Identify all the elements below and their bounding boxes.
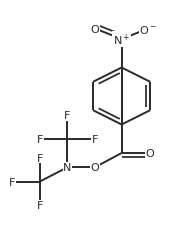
Text: O: O [91,24,99,34]
Text: F: F [9,177,16,187]
Text: O: O [91,162,99,172]
Text: F: F [92,134,98,144]
Text: O$^-$: O$^-$ [139,24,157,36]
Text: O: O [146,148,154,158]
Text: N$^+$: N$^+$ [113,32,130,48]
Text: F: F [37,134,43,144]
Text: F: F [37,200,43,210]
Text: F: F [37,153,43,163]
Text: F: F [64,110,71,120]
Text: N: N [63,162,72,172]
